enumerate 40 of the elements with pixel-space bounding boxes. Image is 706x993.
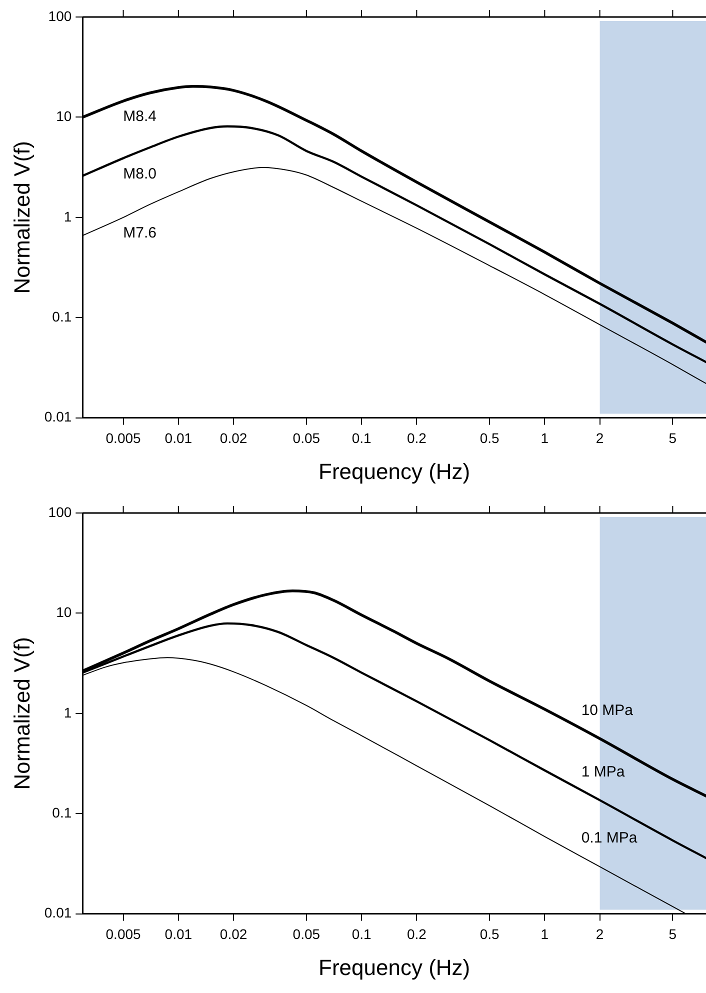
x-axis-title: Frequency (Hz)	[318, 954, 470, 980]
y-tick-label: 0.01	[44, 904, 72, 921]
x-tick-label: 0.1	[352, 926, 372, 942]
y-tick-label: 1	[64, 704, 72, 720]
x-tick-label: 0.005	[106, 926, 141, 942]
x-tick-label: 5	[668, 430, 677, 446]
series-label: M8.0	[123, 165, 157, 182]
x-tick-label: 0.05	[292, 926, 320, 942]
x-tick-label: 0.005	[106, 430, 141, 446]
series-label: M7.6	[123, 224, 157, 242]
x-tick-label: 2	[596, 430, 604, 446]
x-tick-label: 0.5	[480, 430, 500, 446]
y-tick-label: 1	[64, 208, 72, 224]
x-tick-label: 0.5	[480, 926, 500, 942]
x-tick-label: 0.02	[220, 926, 248, 942]
x-tick-label: 2	[596, 926, 604, 942]
series-label: 0.1 MPa	[581, 830, 638, 847]
x-tick-label: 0.01	[164, 926, 192, 942]
y-axis-title: Normalized V(f)	[9, 636, 34, 790]
x-tick-label: 0.2	[406, 430, 427, 446]
x-tick-label: 0.01	[164, 430, 192, 446]
y-axis-title: Normalized V(f)	[9, 140, 34, 294]
x-tick-label: 0.05	[292, 430, 320, 446]
y-tick-label: 100	[48, 504, 72, 520]
y-tick-label: 0.1	[52, 804, 72, 820]
series-label: 10 MPa	[581, 702, 634, 719]
x-tick-label: 5	[668, 926, 677, 942]
y-tick-label: 0.01	[44, 408, 72, 425]
y-tick-label: 10	[56, 108, 72, 124]
y-tick-label: 10	[56, 604, 72, 620]
y-tick-label: 0.1	[52, 308, 72, 324]
series-label: 1 MPa	[581, 763, 626, 780]
x-tick-label: 0.1	[352, 430, 372, 446]
x-axis-title: Frequency (Hz)	[318, 458, 470, 484]
x-tick-label: 1	[540, 430, 549, 446]
y-tick-label: 100	[48, 8, 72, 24]
series-label: M8.4	[123, 108, 157, 126]
x-tick-label: 1	[540, 926, 549, 942]
x-tick-label: 0.2	[406, 926, 427, 942]
x-tick-label: 0.02	[220, 430, 248, 446]
